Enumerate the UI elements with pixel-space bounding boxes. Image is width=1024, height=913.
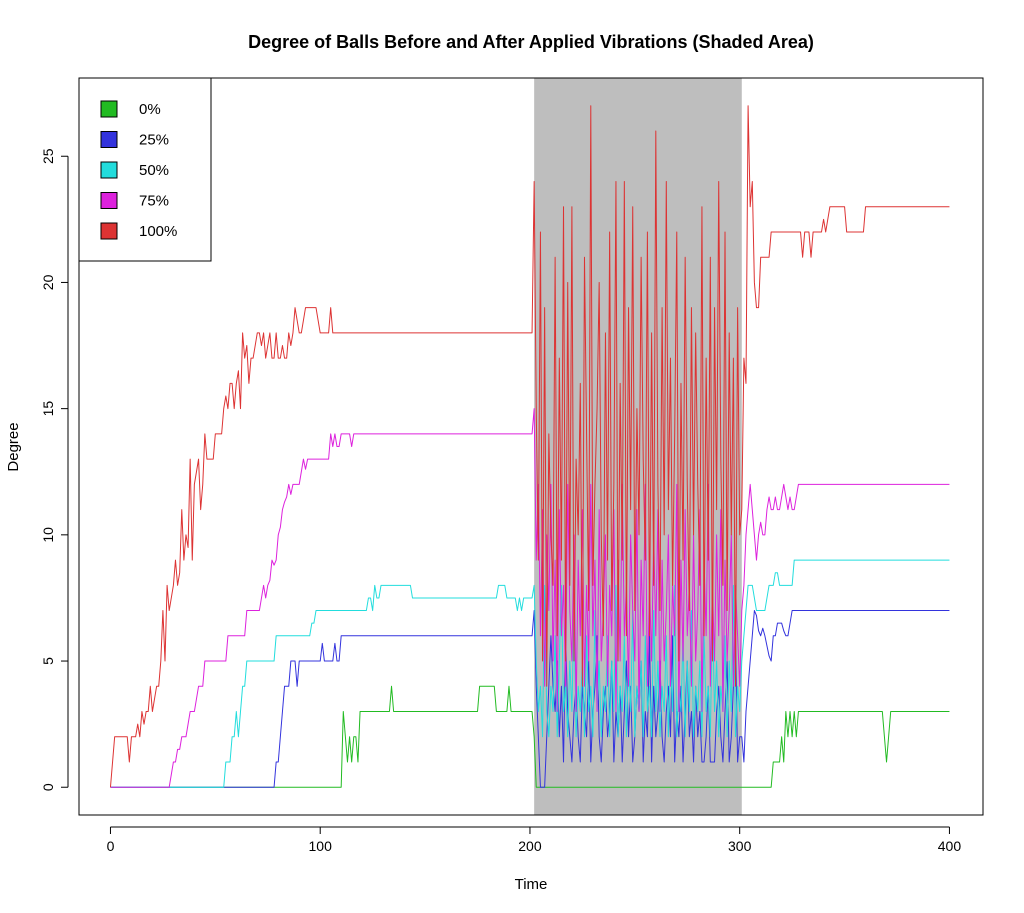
legend-swatch-4 xyxy=(100,222,118,240)
series-line-1 xyxy=(110,610,950,788)
legend-label-2: 50% xyxy=(139,162,169,179)
x-tick-label: 0 xyxy=(107,838,115,854)
x-axis: 0 100 200 300 400 xyxy=(107,826,962,854)
series-line-3 xyxy=(110,408,950,788)
x-tick-label: 200 xyxy=(518,838,542,854)
x-tick-label: 300 xyxy=(728,838,752,854)
y-tick-label: 0 xyxy=(40,783,56,791)
y-axis: 0 5 10 15 20 25 xyxy=(40,148,69,791)
legend-label-0: 0% xyxy=(139,101,161,118)
legend-swatch-2 xyxy=(100,161,118,179)
chart-title: Degree of Balls Before and After Applied… xyxy=(248,32,814,52)
y-tick-label: 25 xyxy=(40,148,56,164)
legend-swatch-0 xyxy=(100,100,118,118)
series-line-0 xyxy=(110,685,950,788)
series-line-2 xyxy=(110,559,950,788)
y-tick-label: 5 xyxy=(40,657,56,665)
y-tick-label: 15 xyxy=(40,401,56,417)
legend-label-3: 75% xyxy=(139,193,169,210)
y-tick-label: 10 xyxy=(40,527,56,543)
legend-swatch-3 xyxy=(100,192,118,209)
x-axis-label: Time xyxy=(515,876,548,893)
legend-label-4: 100% xyxy=(139,223,177,240)
legend-label-1: 25% xyxy=(139,132,169,149)
legend-swatch-1 xyxy=(100,131,118,148)
y-tick-label: 20 xyxy=(40,274,56,290)
y-axis-label: Degree xyxy=(5,422,22,471)
plot-area xyxy=(109,78,950,815)
legend: 0% 25% 50% 75% 100% xyxy=(78,77,212,262)
series-line-4 xyxy=(109,105,950,788)
plot-frame xyxy=(78,77,984,816)
x-tick-label: 100 xyxy=(309,838,333,854)
x-tick-label: 400 xyxy=(938,838,962,854)
